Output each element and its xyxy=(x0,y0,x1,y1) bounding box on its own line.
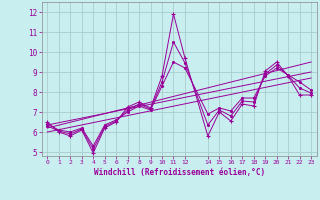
X-axis label: Windchill (Refroidissement éolien,°C): Windchill (Refroidissement éolien,°C) xyxy=(94,168,265,177)
